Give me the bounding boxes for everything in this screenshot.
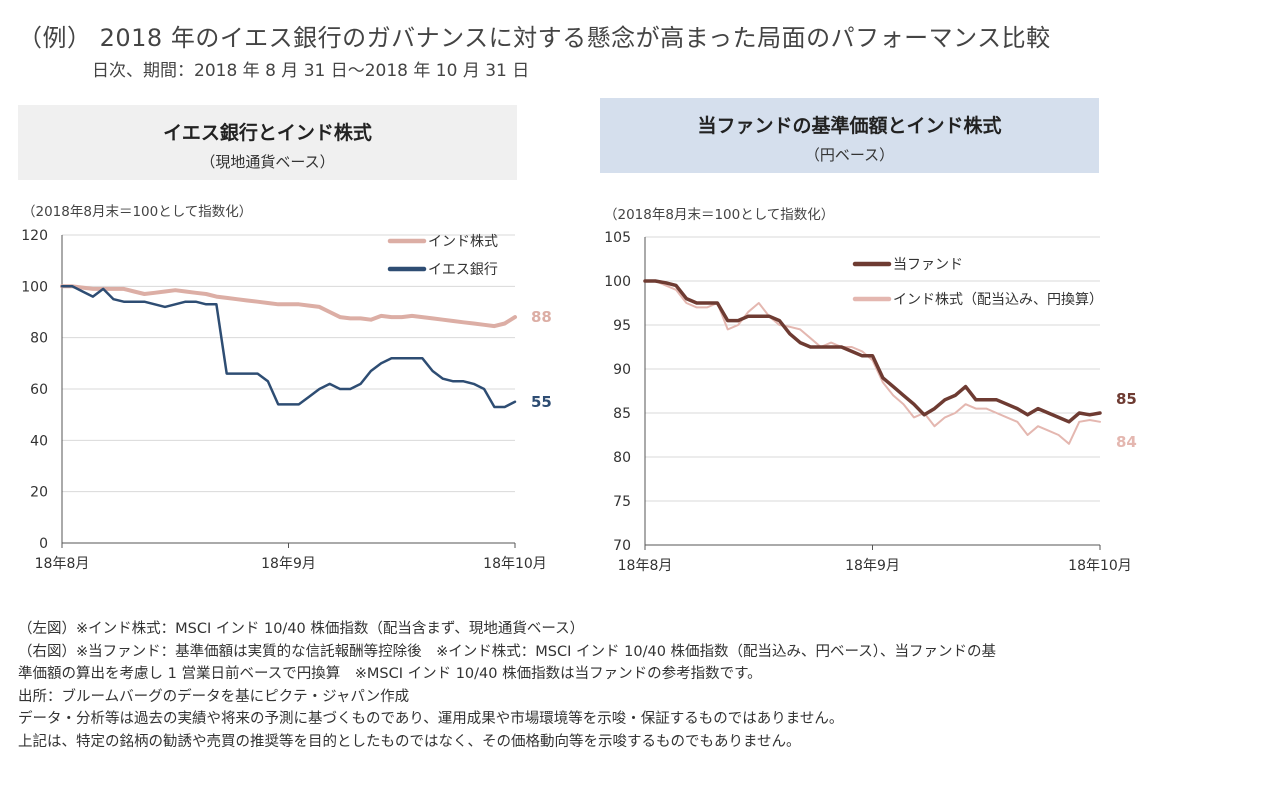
left-y-tick-label: 20	[30, 485, 48, 501]
right-end-label-0: 85	[1116, 390, 1137, 408]
left-x-tick-label: 18年8月	[35, 556, 90, 572]
footnote-source: 出所：ブルームバーグのデータを基にピクテ・ジャパン作成	[18, 688, 410, 705]
left-y-tick-label: 0	[39, 536, 48, 552]
right-y-tick-label: 105	[604, 230, 631, 246]
footnote-left-chart: （左図）※インド株式：MSCI インド 10/40 株価指数（配当含まず、現地通…	[18, 621, 585, 637]
left-chart-title: イエス銀行とインド株式	[163, 122, 372, 144]
left-chart-header: イエス銀行とインド株式 （現地通貨ベース）	[18, 105, 517, 180]
footnote-right-chart-cont: 準価額の算出を考慮し 1 営業日前ベースで円換算 ※MSCI インド 10/40…	[18, 666, 762, 682]
right-y-tick-label: 90	[613, 362, 631, 378]
right-chart-subtitle: （円ベース）	[804, 146, 895, 164]
left-x-tick-label: 18年9月	[261, 556, 316, 572]
right-legend-label-1: インド株式（配当込み、円換算）	[893, 292, 1103, 308]
left-y-tick-label: 60	[30, 382, 48, 398]
right-y-tick-label: 85	[613, 406, 631, 422]
left-y-tick-label: 40	[30, 433, 48, 449]
footnotes: （左図）※インド株式：MSCI インド 10/40 株価指数（配当含まず、現地通…	[18, 618, 1278, 753]
left-chart-subtitle: （現地通貨ベース）	[200, 153, 335, 171]
right-chart-header: 当ファンドの基準価額とインド株式 （円ベース）	[600, 98, 1099, 173]
left-x-tick-label: 18年10月	[483, 556, 547, 572]
right-end-label-1: 84	[1116, 433, 1137, 451]
right-y-tick-label: 95	[613, 318, 631, 334]
right-series-line-0	[643, 279, 1102, 424]
right-y-tick-label: 80	[613, 450, 631, 466]
left-legend-label-0: インド株式	[428, 234, 498, 250]
right-index-note: （2018年8月末＝100として指数化）	[604, 207, 834, 223]
page-title: （例） 2018 年のイエス銀行のガバナンスに対する懸念が高まった局面のパフォー…	[18, 24, 1051, 52]
left-y-tick-label: 100	[21, 279, 48, 295]
right-x-tick-label: 18年10月	[1068, 558, 1132, 574]
left-y-tick-label: 120	[21, 228, 48, 244]
right-x-tick-label: 18年8月	[618, 558, 673, 574]
left-index-note: （2018年8月末＝100として指数化）	[22, 204, 252, 220]
footnote-right-chart: （右図）※当ファンド：基準価額は実質的な信託報酬等控除後 ※インド株式：MSCI…	[18, 643, 997, 660]
left-series-line-1	[60, 285, 517, 409]
right-y-tick-label: 70	[613, 538, 631, 554]
left-y-tick-label: 80	[30, 331, 48, 347]
left-legend-label-1: イエス銀行	[428, 262, 498, 278]
page-subtitle: 日次、期間：2018 年 8 月 31 日～2018 年 10 月 31 日	[92, 61, 530, 81]
footnote-disclaimer-1: データ・分析等は過去の実績や将来の予測に基づくものであり、運用成果や市場環境等を…	[18, 711, 844, 727]
left-end-label-0: 88	[531, 308, 552, 326]
footnote-disclaimer-2: 上記は、特定の銘柄の勧誘や売買の推奨等を目的としたものではなく、その価格動向等を…	[18, 733, 801, 750]
right-chart-title: 当ファンドの基準価額とインド株式	[697, 115, 1002, 137]
right-legend-label-0: 当ファンド	[893, 257, 963, 273]
right-y-tick-label: 75	[613, 494, 631, 510]
left-series-line-0	[60, 284, 517, 329]
right-x-tick-label: 18年9月	[845, 558, 900, 574]
right-y-tick-label: 100	[604, 274, 631, 290]
left-end-label-1: 55	[531, 393, 552, 411]
